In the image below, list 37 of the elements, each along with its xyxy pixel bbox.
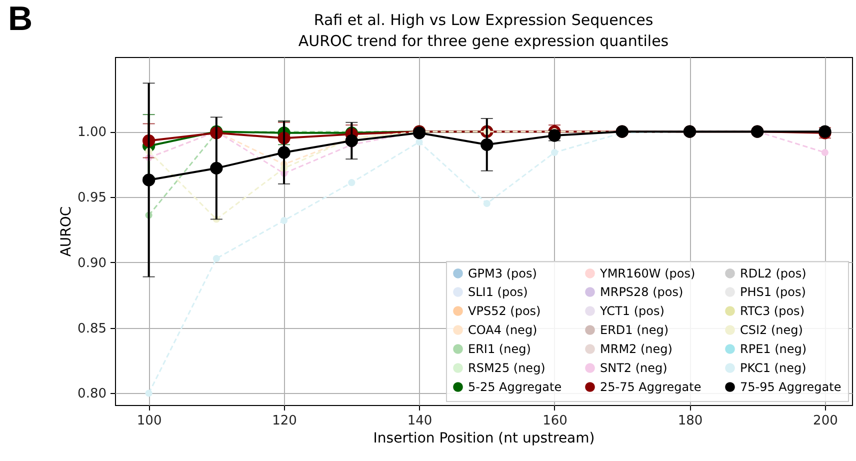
legend-label: MRM2 (neg)	[600, 342, 672, 356]
y-tick-label: 0.95	[78, 190, 106, 206]
y-tick-label: 0.90	[78, 256, 106, 271]
legend-label: RSM25 (neg)	[468, 361, 546, 375]
legend-label: YMR160W (pos)	[599, 266, 696, 280]
legend-label: PKC1 (neg)	[740, 361, 806, 375]
x-tick-label: 160	[542, 414, 568, 428]
legend-label: ERI1 (neg)	[468, 342, 531, 356]
x-tick-label: 120	[272, 414, 297, 428]
legend-label: RTC3 (pos)	[740, 304, 804, 318]
legend-label: VPS52 (pos)	[468, 304, 541, 318]
legend-label: 25-75 Aggregate	[600, 380, 702, 394]
legend-label: GPM3 (pos)	[468, 266, 537, 280]
legend-label: RPE1 (neg)	[740, 342, 807, 356]
legend-label: RDL2 (pos)	[740, 266, 806, 280]
x-tick-label: 140	[407, 414, 432, 428]
legend-label: PHS1 (pos)	[740, 285, 806, 299]
legend-label: ERD1 (neg)	[600, 323, 669, 337]
y-tick-label: 1.00	[78, 125, 106, 140]
legend-label: COA4 (neg)	[468, 323, 538, 337]
chart-subtitle: AUROC trend for three gene expression quantiles	[298, 32, 669, 50]
x-axis-title: Insertion Position (nt upstream)	[373, 430, 595, 446]
legend-label: 5-25 Aggregate	[468, 380, 562, 394]
y-tick-label: 0.85	[78, 321, 106, 336]
chart-title: Rafi et al. High vs Low Expression Sequences	[314, 11, 654, 29]
text: B	[8, 0, 33, 39]
y-axis-title: AUROC	[58, 206, 75, 257]
x-tick-label: 180	[678, 414, 703, 428]
legend-label: CSI2 (neg)	[740, 323, 803, 337]
legend-label: YCT1 (pos)	[599, 304, 664, 318]
legend-label: SLI1 (pos)	[468, 285, 528, 299]
x-tick-label: 200	[813, 414, 838, 428]
legend-label: SNT2 (neg)	[600, 361, 668, 375]
legend-label: MRPS28 (pos)	[600, 285, 684, 299]
x-tick-label: 100	[136, 414, 162, 428]
y-tick-label: 0.80	[78, 386, 106, 402]
legend-label: 75-95 Aggregate	[740, 380, 842, 394]
